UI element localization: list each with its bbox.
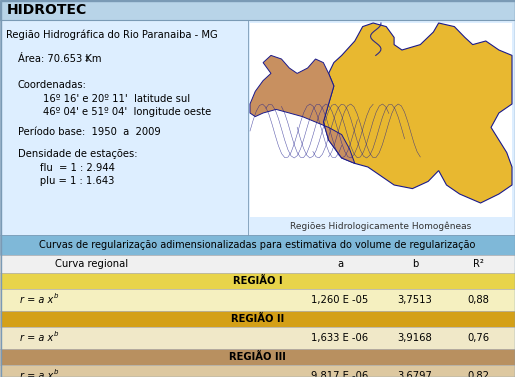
Text: r = a x: r = a x	[20, 295, 53, 305]
Text: Período base:  1950  a  2009: Período base: 1950 a 2009	[18, 127, 161, 137]
Text: b: b	[54, 293, 59, 299]
Bar	[0, 273, 515, 289]
Text: 16º 16' e 20º 11'  latitude sul: 16º 16' e 20º 11' latitude sul	[18, 94, 190, 104]
Text: 2: 2	[85, 56, 90, 62]
Text: REGIÃO II: REGIÃO II	[231, 314, 284, 324]
Text: Regiões Hidrologicamente Homogêneas: Regiões Hidrologicamente Homogêneas	[290, 222, 472, 231]
Text: Curvas de regularização adimensionalizadas para estimativa do volume de regulari: Curvas de regularização adimensionalizad…	[39, 240, 476, 250]
Bar	[0, 289, 515, 311]
Text: flu  = 1 : 2.944: flu = 1 : 2.944	[18, 163, 115, 173]
Text: R²: R²	[473, 259, 484, 269]
Bar	[0, 311, 515, 327]
Text: REGIÃO III: REGIÃO III	[229, 352, 286, 362]
Text: Densidade de estações:: Densidade de estações:	[18, 149, 138, 159]
Text: plu = 1 : 1.643: plu = 1 : 1.643	[18, 176, 114, 186]
Text: Curva regional: Curva regional	[55, 259, 128, 269]
Text: 46º 04' e 51º 04'  longitude oeste: 46º 04' e 51º 04' longitude oeste	[18, 107, 211, 117]
Bar	[250, 23, 512, 217]
Bar	[0, 365, 515, 377]
Bar	[0, 0, 515, 20]
Text: Região Hidrográfica do Rio Paranaiba - MG: Região Hidrográfica do Rio Paranaiba - M…	[6, 30, 218, 40]
Text: 0,88: 0,88	[467, 295, 489, 305]
Text: b: b	[54, 331, 59, 337]
Text: 0,76: 0,76	[467, 333, 489, 343]
Text: Coordenadas:: Coordenadas:	[18, 80, 87, 90]
Text: REGIÃO I: REGIÃO I	[233, 276, 282, 286]
Text: HIDROTEC: HIDROTEC	[7, 3, 87, 17]
Polygon shape	[323, 23, 512, 203]
Polygon shape	[250, 55, 355, 163]
Text: r = a x: r = a x	[20, 371, 53, 377]
Text: b: b	[54, 369, 59, 375]
Text: 3,7513: 3,7513	[398, 295, 433, 305]
Bar	[0, 255, 515, 273]
Text: a: a	[337, 259, 343, 269]
Text: r = a x: r = a x	[20, 333, 53, 343]
Bar	[0, 20, 515, 235]
Text: b: b	[412, 259, 418, 269]
Text: 3,6797: 3,6797	[398, 371, 433, 377]
Bar	[0, 235, 515, 255]
Text: 3,9168: 3,9168	[398, 333, 433, 343]
Text: 9,817 E -06: 9,817 E -06	[312, 371, 369, 377]
Text: 1,260 E -05: 1,260 E -05	[312, 295, 369, 305]
Text: 1,633 E -06: 1,633 E -06	[312, 333, 369, 343]
Bar	[0, 327, 515, 349]
Text: 0,82: 0,82	[467, 371, 489, 377]
Text: Área: 70.653 Km: Área: 70.653 Km	[18, 54, 101, 64]
Bar	[0, 349, 515, 365]
